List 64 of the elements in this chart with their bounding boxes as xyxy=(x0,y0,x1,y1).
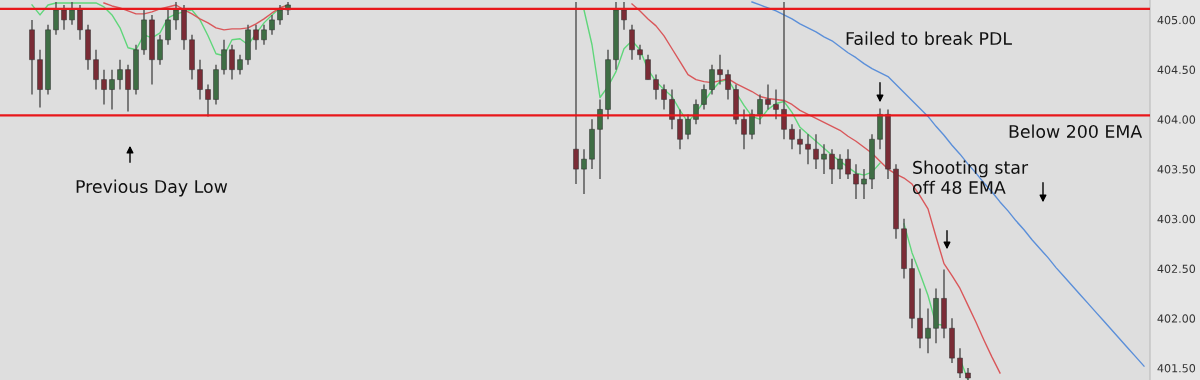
candlestick xyxy=(757,93,763,126)
candlestick xyxy=(597,98,603,180)
candlestick xyxy=(765,83,771,111)
candlestick xyxy=(925,307,931,354)
candlestick xyxy=(125,63,131,113)
candlestick xyxy=(197,58,203,101)
candlestick xyxy=(221,39,227,76)
candlestick xyxy=(781,1,787,140)
candlestick xyxy=(845,148,851,180)
candlestick xyxy=(709,63,715,96)
candlestick xyxy=(69,1,75,26)
annotation: Previous Day Low xyxy=(76,179,228,197)
candlestick xyxy=(741,108,747,150)
candlestick xyxy=(261,24,267,46)
y-tick-label: 402.50 xyxy=(1157,264,1196,273)
candlestick xyxy=(629,24,635,61)
candlestick xyxy=(717,54,723,86)
candlestick xyxy=(773,88,779,121)
candlestick xyxy=(837,153,843,180)
candlestick xyxy=(701,83,707,111)
candlestick xyxy=(669,88,675,131)
candlestick xyxy=(277,4,283,26)
candlestick xyxy=(173,1,179,31)
candlestick xyxy=(725,68,731,101)
candlestick xyxy=(53,1,59,36)
candlestick xyxy=(677,108,683,150)
candlestick xyxy=(653,73,659,101)
candlestick xyxy=(61,4,67,31)
candlestick xyxy=(821,143,827,175)
candlestick xyxy=(861,168,867,200)
y-tick-label: 403.50 xyxy=(1157,165,1196,174)
candlestick xyxy=(93,49,99,91)
y-tick-label: 402.00 xyxy=(1157,314,1196,323)
y-tick-label: 404.00 xyxy=(1157,115,1196,124)
candlestick xyxy=(117,58,123,91)
candlestick xyxy=(165,9,171,46)
candlestick xyxy=(789,123,795,150)
candlestick xyxy=(829,148,835,185)
annotation: Failed to break PDL xyxy=(846,31,1012,46)
y-tick-label: 401.50 xyxy=(1157,364,1196,373)
candlestick xyxy=(109,68,115,111)
candlestick xyxy=(269,14,275,36)
candlestick xyxy=(805,133,811,165)
candlestick xyxy=(237,54,243,76)
candlestick xyxy=(77,4,83,41)
candlestick xyxy=(917,287,923,349)
candlestick xyxy=(661,83,667,111)
candlestick xyxy=(957,347,963,379)
candlestick xyxy=(101,68,107,106)
candlestick xyxy=(853,163,859,200)
candlestick xyxy=(573,1,579,185)
y-tick-label: 404.50 xyxy=(1157,65,1196,75)
candlestick xyxy=(229,44,235,81)
candlestick xyxy=(621,1,627,31)
annotation: Below 200 EMA xyxy=(1009,124,1143,139)
line-series xyxy=(751,1,1145,367)
y-tick-label: 405.00 xyxy=(1157,15,1196,25)
candlestick xyxy=(797,128,803,155)
candlestick xyxy=(645,54,651,81)
candlestick xyxy=(157,34,163,66)
y-tick-label: 403.00 xyxy=(1157,214,1196,224)
candlestick xyxy=(253,24,259,51)
candlestick xyxy=(813,133,819,170)
candlestick xyxy=(581,148,587,195)
